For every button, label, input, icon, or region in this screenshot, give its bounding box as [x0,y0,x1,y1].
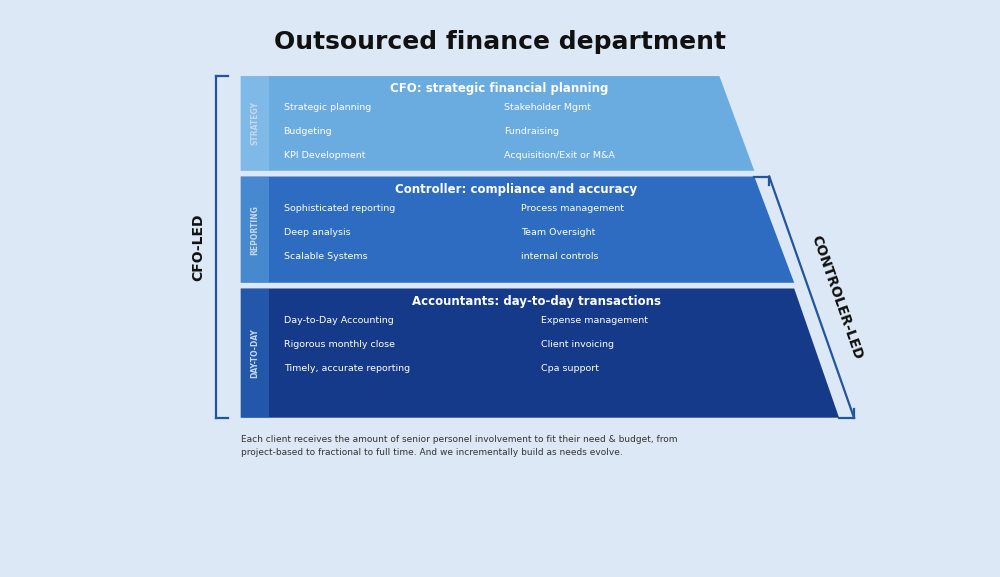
Text: Rigorous monthly close: Rigorous monthly close [284,340,395,349]
Text: Each client receives the amount of senior personel involvement to fit their need: Each client receives the amount of senio… [241,435,677,457]
Text: KPI Development: KPI Development [284,151,365,160]
Text: Outsourced finance department: Outsourced finance department [274,29,726,54]
Text: Controller: compliance and accuracy: Controller: compliance and accuracy [395,183,638,196]
Polygon shape [241,177,269,283]
Text: Expense management: Expense management [541,316,648,325]
Text: Timely, accurate reporting: Timely, accurate reporting [284,364,410,373]
Text: Accountants: day-to-day transactions: Accountants: day-to-day transactions [412,295,661,308]
Polygon shape [241,76,754,171]
Text: Budgeting: Budgeting [284,128,332,136]
Text: CONTROLER-LED: CONTROLER-LED [808,233,865,361]
Text: Strategic planning: Strategic planning [284,103,371,112]
Polygon shape [241,177,794,283]
Text: internal controls: internal controls [521,252,599,261]
Text: REPORTING: REPORTING [250,205,259,254]
Text: Client invoicing: Client invoicing [541,340,614,349]
Text: Scalable Systems: Scalable Systems [284,252,367,261]
Text: Stakeholder Mgmt: Stakeholder Mgmt [504,103,591,112]
Text: Sophisticated reporting: Sophisticated reporting [284,204,395,212]
Text: Acquisition/Exit or M&A: Acquisition/Exit or M&A [504,151,615,160]
Text: Day-to-Day Accounting: Day-to-Day Accounting [284,316,393,325]
Text: Cpa support: Cpa support [541,364,599,373]
Text: DAY-TO-DAY: DAY-TO-DAY [250,328,259,378]
Text: CFO-LED: CFO-LED [191,213,205,280]
Text: CFO: strategic financial planning: CFO: strategic financial planning [390,82,608,95]
Text: STRATEGY: STRATEGY [250,102,259,145]
Polygon shape [241,288,839,418]
Text: Team Oversight: Team Oversight [521,228,596,237]
Polygon shape [241,288,269,418]
Polygon shape [241,76,269,171]
Text: Deep analysis: Deep analysis [284,228,350,237]
Text: Process management: Process management [521,204,624,212]
Text: Fundraising: Fundraising [504,128,559,136]
